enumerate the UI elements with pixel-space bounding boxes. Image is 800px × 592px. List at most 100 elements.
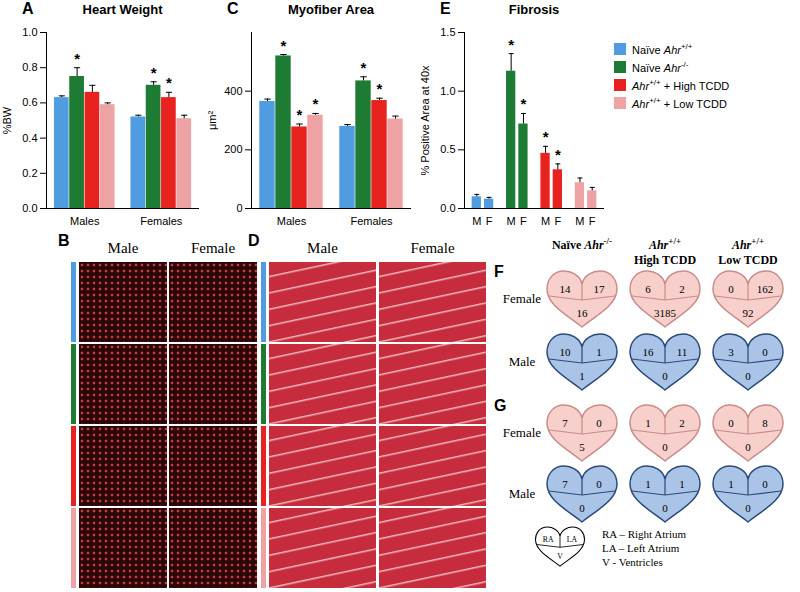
svg-text:*: * — [377, 80, 383, 97]
svg-text:3: 3 — [728, 346, 734, 358]
svg-text:0.0: 0.0 — [22, 202, 37, 214]
svg-text:0.5: 0.5 — [440, 143, 455, 155]
svg-text:0.2: 0.2 — [22, 167, 37, 179]
svg-text:17: 17 — [594, 283, 606, 295]
svg-text:8: 8 — [762, 417, 768, 429]
svg-text:*: * — [543, 128, 549, 145]
svg-text:0: 0 — [579, 502, 585, 514]
svg-text:92: 92 — [743, 307, 754, 319]
svg-text:G: G — [494, 397, 506, 414]
svg-text:0: 0 — [236, 202, 242, 214]
svg-text:7: 7 — [562, 417, 568, 429]
svg-text:16: 16 — [643, 346, 655, 358]
svg-text:M: M — [541, 215, 550, 227]
svg-text:2: 2 — [679, 417, 685, 429]
svg-text:Male: Male — [509, 354, 536, 369]
svg-text:1: 1 — [679, 478, 685, 490]
svg-text:0: 0 — [662, 370, 668, 382]
svg-text:% Positive Area at 40x: % Positive Area at 40x — [419, 65, 431, 176]
svg-text:0: 0 — [662, 502, 668, 514]
html-text:Fibrosis: Fibrosis — [508, 2, 560, 17]
svg-text:F: F — [520, 215, 527, 227]
svg-text:Naïve Ahr-/-: Naïve Ahr-/- — [552, 236, 612, 252]
svg-text:Low TCDD: Low TCDD — [718, 253, 778, 267]
svg-text:M: M — [507, 215, 516, 227]
svg-text:162: 162 — [757, 283, 774, 295]
svg-text:0: 0 — [762, 478, 768, 490]
svg-text:F: F — [494, 263, 504, 280]
svg-text:LA – Left Atrium: LA – Left Atrium — [602, 542, 680, 554]
svg-text:0: 0 — [762, 346, 768, 358]
svg-text:F: F — [589, 215, 596, 227]
svg-text:0: 0 — [745, 441, 751, 453]
svg-text:1: 1 — [728, 478, 734, 490]
svg-text:LA: LA — [567, 535, 578, 544]
svg-text:*: * — [281, 37, 287, 54]
svg-text:Males: Males — [70, 215, 100, 227]
svg-text:*: * — [313, 95, 319, 112]
svg-text:1: 1 — [645, 478, 651, 490]
svg-text:RA – Right Atrium: RA – Right Atrium — [602, 528, 686, 540]
svg-text:M: M — [575, 215, 584, 227]
svg-text:3185: 3185 — [654, 307, 677, 319]
svg-text:%BW: %BW — [1, 106, 13, 134]
svg-text:2: 2 — [679, 283, 685, 295]
svg-text:*: * — [151, 64, 157, 81]
svg-text:1.0: 1.0 — [22, 26, 37, 38]
svg-text:0.6: 0.6 — [22, 96, 37, 108]
svg-text:Female: Female — [503, 425, 541, 440]
html-text:Male: Male — [107, 240, 139, 256]
svg-text:M: M — [472, 215, 481, 227]
html-text:Female: Female — [410, 240, 455, 256]
svg-text:16: 16 — [577, 307, 589, 319]
svg-text:1.0: 1.0 — [440, 85, 455, 97]
svg-text:0: 0 — [728, 417, 734, 429]
svg-text:*: * — [555, 146, 561, 163]
svg-text:*: * — [521, 95, 527, 112]
svg-text:0: 0 — [596, 417, 602, 429]
svg-text:*: * — [361, 59, 367, 76]
svg-text:200: 200 — [224, 143, 242, 155]
svg-text:V: V — [557, 552, 563, 561]
html-text:Male: Male — [307, 240, 338, 256]
html-text:Myofiber Area: Myofiber Area — [287, 2, 375, 17]
html-text:Heart Weight: Heart Weight — [82, 2, 163, 17]
svg-text:μm²: μm² — [206, 111, 218, 131]
svg-text:0.8: 0.8 — [22, 61, 37, 73]
svg-text:0: 0 — [596, 478, 602, 490]
svg-text:14: 14 — [560, 283, 572, 295]
svg-text:Females: Females — [140, 215, 183, 227]
svg-text:RA: RA — [543, 535, 554, 544]
html-text:Female: Female — [190, 240, 236, 256]
svg-text:V - Ventricles: V - Ventricles — [602, 556, 663, 568]
svg-text:Female: Female — [503, 291, 541, 306]
svg-text:Male: Male — [509, 486, 536, 501]
svg-text:*: * — [74, 50, 80, 67]
svg-text:1: 1 — [645, 417, 651, 429]
svg-text:1.5: 1.5 — [440, 26, 455, 38]
svg-text:High TCDD: High TCDD — [634, 253, 696, 267]
svg-text:0: 0 — [745, 502, 751, 514]
svg-text:11: 11 — [677, 346, 688, 358]
svg-text:0: 0 — [662, 441, 668, 453]
svg-text:0: 0 — [745, 370, 751, 382]
svg-text:F: F — [554, 215, 561, 227]
svg-text:6: 6 — [645, 283, 651, 295]
svg-text:0.4: 0.4 — [22, 132, 37, 144]
svg-text:F: F — [486, 215, 493, 227]
svg-text:Ahr+/+: Ahr+/+ — [731, 236, 764, 252]
svg-text:0: 0 — [728, 283, 734, 295]
svg-text:5: 5 — [579, 441, 585, 453]
svg-text:7: 7 — [562, 478, 568, 490]
svg-text:400: 400 — [224, 85, 242, 97]
svg-text:Ahr+/+: Ahr+/+ — [648, 236, 681, 252]
svg-text:10: 10 — [560, 346, 572, 358]
svg-text:Males: Males — [277, 215, 307, 227]
svg-text:0.0: 0.0 — [440, 202, 455, 214]
svg-text:1: 1 — [579, 370, 585, 382]
svg-text:*: * — [508, 36, 514, 53]
svg-text:Females: Females — [350, 215, 393, 227]
svg-text:*: * — [297, 106, 303, 123]
svg-text:*: * — [166, 74, 172, 91]
svg-text:1: 1 — [596, 346, 602, 358]
